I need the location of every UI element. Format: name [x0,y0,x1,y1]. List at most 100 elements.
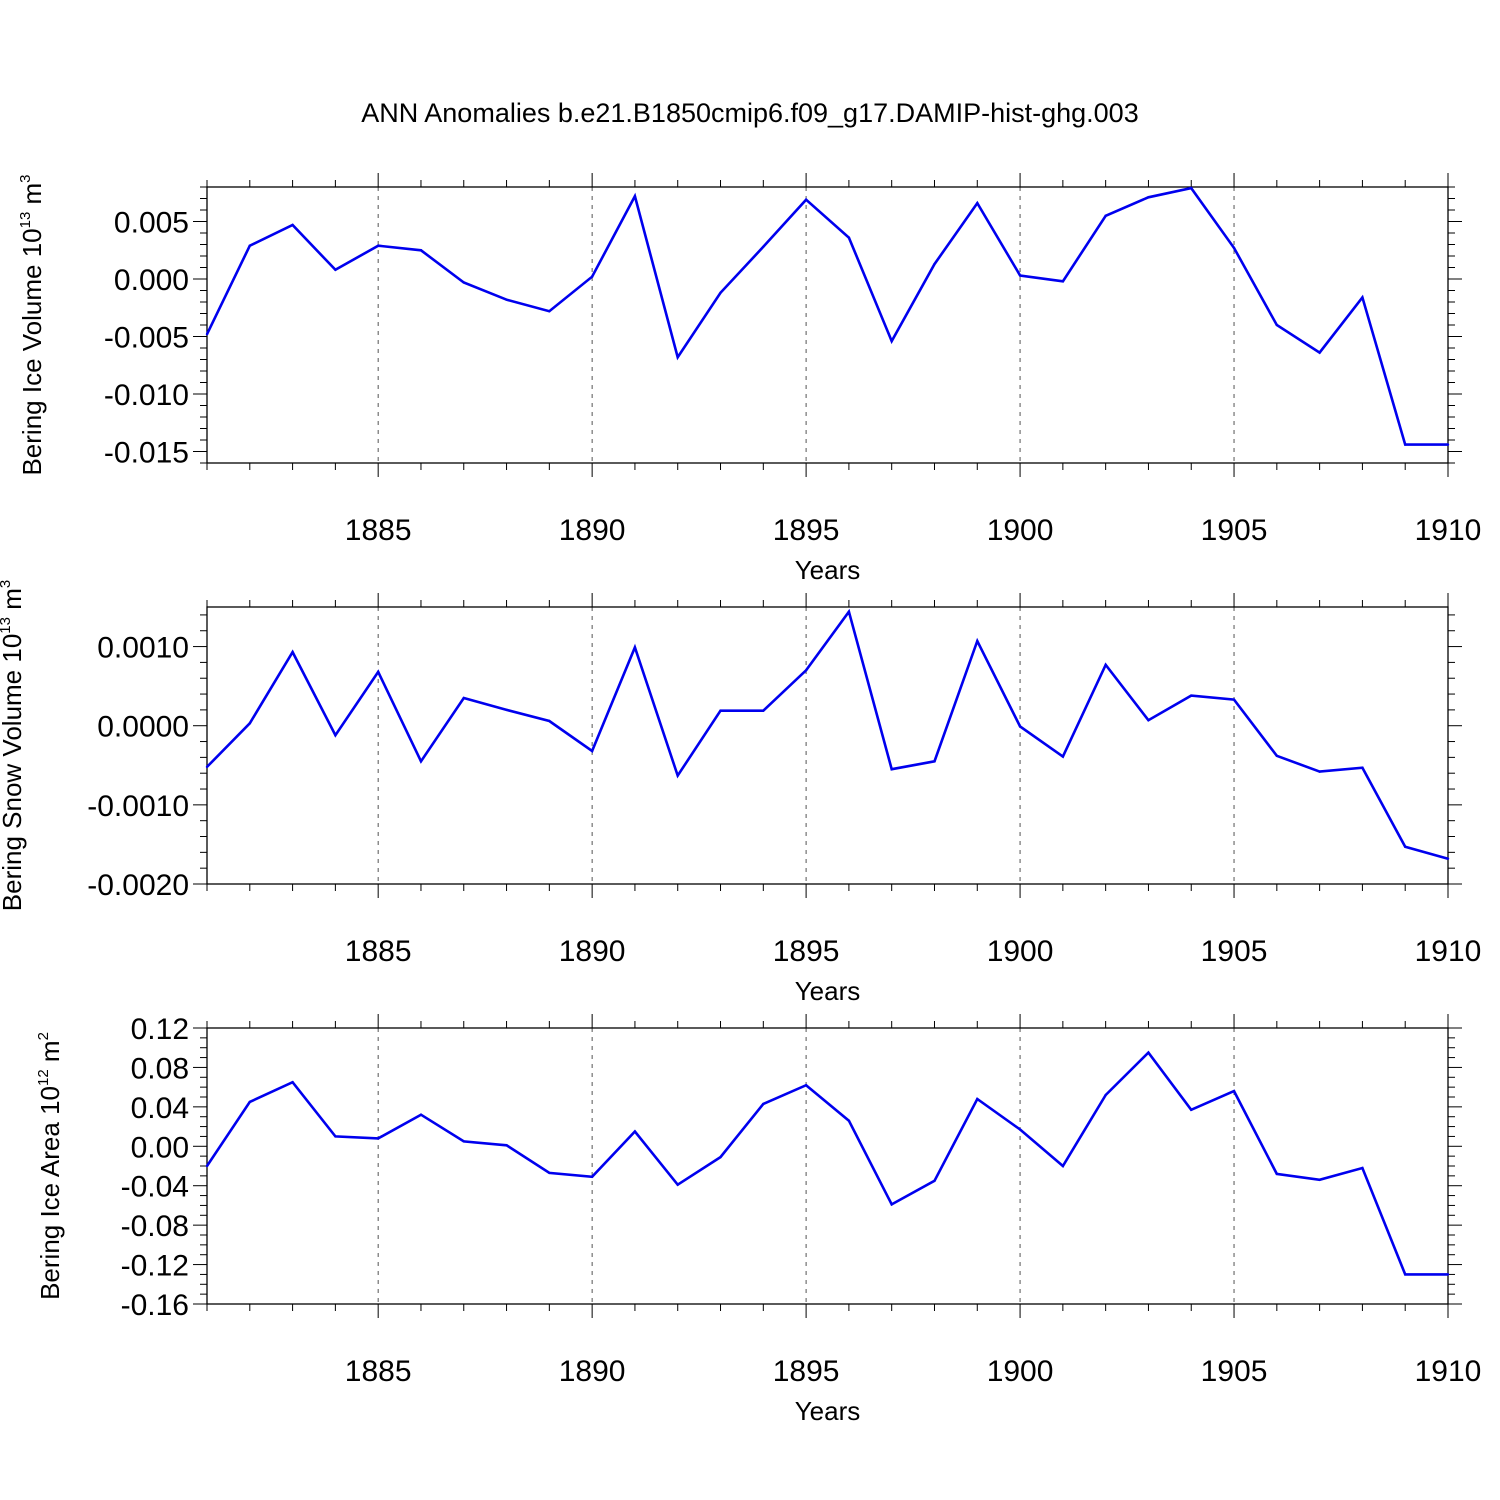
data-point-1891 [633,1130,637,1133]
data-point-1909 [1404,443,1407,446]
y-tick-label: -0.005 [104,322,189,355]
y-tick-label: 0.0000 [97,711,189,744]
data-point-1896 [847,1119,851,1122]
series-line [205,186,1448,446]
data-point-1907 [1318,351,1321,354]
data-point-1887 [462,696,465,700]
data-point-1904 [1190,694,1193,697]
data-point-1883 [291,223,294,227]
x-tick-label: 1895 [773,935,840,968]
data-point-1887 [462,281,465,284]
data-point-1890 [590,275,594,278]
data-point-1886 [419,249,423,252]
data-point-1881 [205,1164,209,1168]
data-point-1908 [1361,1166,1364,1170]
y-tick-label: -0.010 [104,379,189,412]
x-tick-label: 1885 [345,1355,412,1388]
data-point-1885 [376,244,380,247]
y-tick-label: -0.015 [104,437,189,470]
y-tick-label: -0.16 [121,1289,189,1322]
data-point-1889 [548,310,551,313]
data-point-1901 [1061,280,1065,283]
y-axis-label: Bering Snow Volume 1013 m3 [0,580,27,911]
y-tick-label: 0.005 [114,207,189,240]
data-point-1889 [548,719,551,723]
chart-panel-3: -0.16 -0.12 -0.08 -0.04 0.00 0.04 0.08 0.12 1885… [35,1013,1481,1426]
x-tick-label: 1900 [987,514,1054,547]
data-point-1884 [334,1135,337,1138]
series-line [206,608,1449,860]
data-point-1900 [1018,274,1022,277]
data-point-1884 [334,268,337,271]
data-point-1889 [548,1171,551,1175]
data-point-1888 [505,298,508,301]
y-tick-label: 0.08 [131,1052,189,1085]
x-tick-label: 1910 [1415,935,1482,968]
data-point-1905 [1232,246,1236,250]
data-point-1881 [205,765,209,769]
data-point-1902 [1104,214,1107,217]
data-point-1886 [419,1113,423,1116]
data-point-1885 [376,1137,380,1140]
data-point-1899 [976,639,979,643]
data-point-1898 [933,262,936,266]
data-point-1906 [1275,1172,1279,1176]
data-point-1887 [462,1140,465,1143]
data-point-1893 [719,1155,722,1159]
x-tick-label: 1905 [1201,514,1268,547]
x-tick-label: 1905 [1201,1355,1268,1388]
data-point-1899 [976,201,979,205]
x-tick-label: 1890 [559,514,626,547]
data-point-1904 [1190,186,1193,190]
data-point-1895 [804,198,808,201]
x-tick-label: 1890 [559,935,626,968]
data-point-1882 [248,1100,251,1104]
data-point-1883 [291,650,294,654]
x-tick-label: 1910 [1415,514,1482,547]
chart-panel-1: -0.015 -0.010 -0.005 0.000 0.005 1885 1890 1895… [17,173,1481,585]
data-point-1909 [1404,845,1407,849]
panels-group: -0.015 -0.010 -0.005 0.000 0.005 1885 1890 1895… [0,173,1481,1426]
data-point-1897 [890,768,893,771]
data-point-1893 [719,291,722,294]
data-point-1881 [205,333,209,336]
data-point-1910 [1446,1273,1450,1276]
data-point-1906 [1275,323,1279,327]
data-point-1903 [1147,196,1150,199]
figure-title: ANN Anomalies b.e21.B1850cmip6.f09_g17.D… [361,98,1138,128]
data-point-1896 [847,610,851,613]
data-point-1895 [804,1083,808,1087]
y-tick-label: -0.0020 [87,869,189,902]
chart-panel-2: -0.0020 -0.0010 0.0000 0.0010 1885 1890 1895 19… [0,580,1481,1006]
plot-frame [206,606,1449,885]
data-point-1882 [248,722,251,725]
data-point-1908 [1361,296,1364,299]
y-tick-label: 0.0010 [97,632,189,665]
data-point-1888 [505,708,508,712]
x-tick-label: 1900 [987,1355,1054,1388]
data-point-1896 [847,236,851,239]
data-point-1901 [1061,1164,1065,1168]
data-point-1888 [505,1144,508,1147]
x-axis-label: Years [795,976,861,1006]
data-point-1892 [676,1183,679,1186]
x-tick-label: 1895 [773,514,840,547]
x-tick-label: 1890 [559,1355,626,1388]
data-point-1885 [376,670,380,674]
data-point-1907 [1318,1178,1321,1182]
y-tick-label: 0.00 [131,1131,189,1164]
data-point-1890 [590,749,594,753]
data-point-1905 [1232,1089,1236,1093]
data-point-1899 [976,1097,979,1101]
data-point-1903 [1147,1051,1150,1054]
y-tick-label: 0.04 [131,1092,189,1125]
data-point-1883 [291,1081,294,1084]
y-tick-label: 0.12 [131,1013,189,1046]
data-point-1891 [633,195,637,198]
data-point-1902 [1104,663,1107,666]
x-tick-label: 1885 [345,935,412,968]
data-point-1907 [1318,770,1321,773]
data-point-1897 [890,339,893,343]
data-point-1894 [762,245,765,248]
